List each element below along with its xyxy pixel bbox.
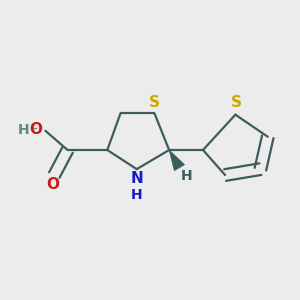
Text: H: H <box>131 188 142 202</box>
Text: H: H <box>18 123 30 137</box>
Text: S: S <box>149 95 160 110</box>
Text: O: O <box>46 177 59 192</box>
Text: O: O <box>29 122 43 137</box>
Polygon shape <box>169 150 184 171</box>
Text: S: S <box>231 95 242 110</box>
Text: -: - <box>32 123 37 137</box>
Text: N: N <box>130 171 143 186</box>
Text: H: H <box>181 169 193 182</box>
